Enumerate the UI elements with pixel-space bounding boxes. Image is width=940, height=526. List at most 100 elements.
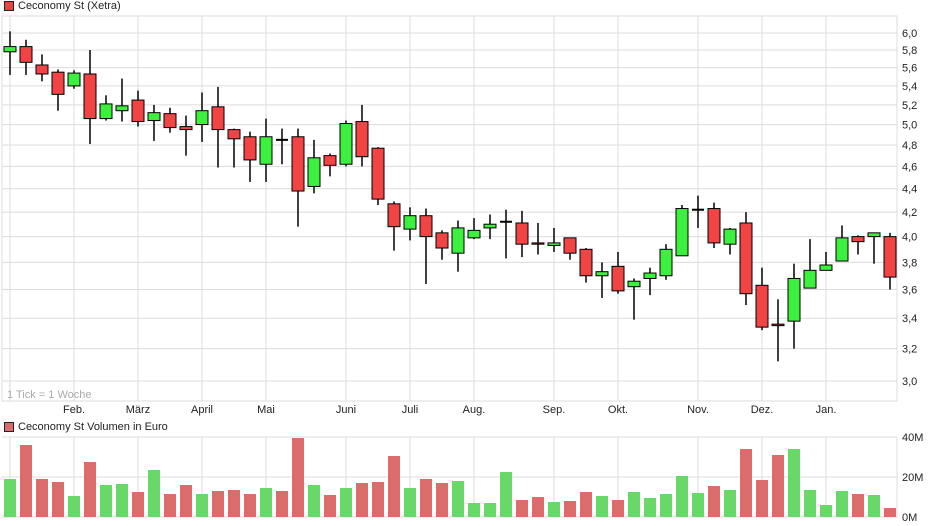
candle (307, 139, 321, 194)
volume-tick-label: 40M (902, 432, 923, 444)
x-tick-label: Aug. (463, 404, 486, 416)
price-candles (3, 31, 897, 362)
volume-bar (532, 497, 544, 517)
candle (259, 118, 273, 182)
volume-bar (68, 496, 80, 517)
volume-bar (772, 455, 784, 517)
volume-bar (484, 503, 496, 517)
volume-bar (596, 496, 608, 517)
volume-bar (820, 505, 832, 517)
volume-bar (308, 485, 320, 517)
x-tick-label: März (126, 404, 150, 416)
x-tick-label: Juni (336, 404, 356, 416)
x-tick-label: Jan. (816, 404, 837, 416)
candle (323, 153, 337, 177)
y-tick-label: 3,6 (902, 284, 917, 296)
y-tick-label: 3,0 (902, 376, 917, 388)
candle (227, 128, 241, 168)
candle (339, 120, 353, 167)
volume-legend: Ceconomy St Volumen in Euro (4, 421, 168, 433)
volume-bar (468, 503, 480, 517)
y-tick-label: 4,6 (902, 161, 917, 173)
volume-bar (868, 495, 880, 517)
y-tick-label: 6,0 (902, 28, 917, 40)
candle (451, 220, 465, 272)
candle (787, 263, 801, 349)
candle (19, 39, 33, 75)
volume-bar (676, 476, 688, 517)
x-tick-label: Mai (257, 404, 275, 416)
candle (883, 232, 897, 290)
x-tick-label: April (191, 404, 213, 416)
candle (611, 251, 625, 294)
volume-bar (660, 494, 672, 517)
candle (819, 251, 833, 271)
candle (851, 235, 865, 255)
volume-bar (724, 490, 736, 517)
x-tick-label: Nov. (687, 404, 709, 416)
candle (83, 50, 97, 145)
volume-bar (148, 470, 160, 517)
x-tick-label: Dez. (751, 404, 774, 416)
candle (419, 208, 433, 284)
candle (403, 207, 417, 241)
volume-legend-label: Ceconomy St Volumen in Euro (18, 421, 168, 433)
volume-bar (196, 494, 208, 517)
candle (179, 115, 193, 156)
volume-bar (132, 492, 144, 517)
volume-bar (612, 500, 624, 517)
candle (707, 202, 721, 249)
volume-bar (356, 483, 368, 517)
x-tick-label: Sep. (543, 404, 566, 416)
candle (3, 31, 17, 75)
candle (99, 95, 113, 121)
volume-bar (20, 445, 32, 517)
candle (515, 210, 529, 258)
y-tick-label: 5,0 (902, 120, 917, 132)
volume-bar (852, 494, 864, 517)
y-tick-label: 5,6 (902, 63, 917, 75)
volume-bar (52, 482, 64, 517)
y-tick-label: 4,4 (902, 184, 917, 196)
volume-bar (340, 488, 352, 517)
volume-y-axis: 40M 20M 0M (902, 432, 923, 524)
volume-bar (404, 488, 416, 517)
candle (467, 218, 481, 240)
x-tick-label: Okt. (608, 404, 628, 416)
candle (163, 107, 177, 133)
volume-bar (420, 479, 432, 517)
candle (627, 278, 641, 320)
candle (692, 195, 704, 228)
volume-bar (36, 479, 48, 517)
volume-bar (180, 485, 192, 517)
candle (739, 212, 753, 306)
y-tick-label: 3,8 (902, 257, 917, 269)
volume-bar (84, 462, 96, 517)
volume-bar (740, 449, 752, 517)
y-tick-label: 4,2 (902, 207, 917, 219)
y-tick-label: 5,8 (902, 45, 917, 57)
candle (547, 227, 561, 252)
candle (291, 128, 305, 227)
candle (500, 209, 512, 259)
volume-bar (228, 490, 240, 517)
candle (803, 239, 817, 289)
volume-bar (292, 438, 304, 517)
volume-bar (244, 494, 256, 517)
candle (435, 230, 449, 260)
volume-bar (276, 491, 288, 517)
y-tick-label: 4,0 (902, 232, 917, 244)
volume-bar (804, 490, 816, 517)
tick-note: 1 Tick = 1 Woche (7, 389, 91, 401)
candle (195, 92, 209, 142)
candle (276, 128, 288, 165)
volume-bar (372, 482, 384, 517)
volume-bar (692, 493, 704, 517)
price-y-axis: 6,0 5,8 5,6 5,4 5,2 5,0 4,8 4,6 4,4 4,2 4,0 3,8 3,6 3… (902, 28, 917, 388)
price-legend-swatch (4, 1, 14, 11)
candle (483, 214, 497, 240)
volume-bar (788, 449, 800, 517)
volume-bar (324, 495, 336, 517)
volume-bar (100, 485, 112, 517)
volume-bar (452, 481, 464, 517)
